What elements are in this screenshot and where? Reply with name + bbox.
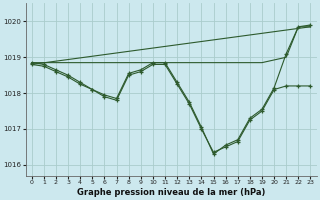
- X-axis label: Graphe pression niveau de la mer (hPa): Graphe pression niveau de la mer (hPa): [77, 188, 265, 197]
